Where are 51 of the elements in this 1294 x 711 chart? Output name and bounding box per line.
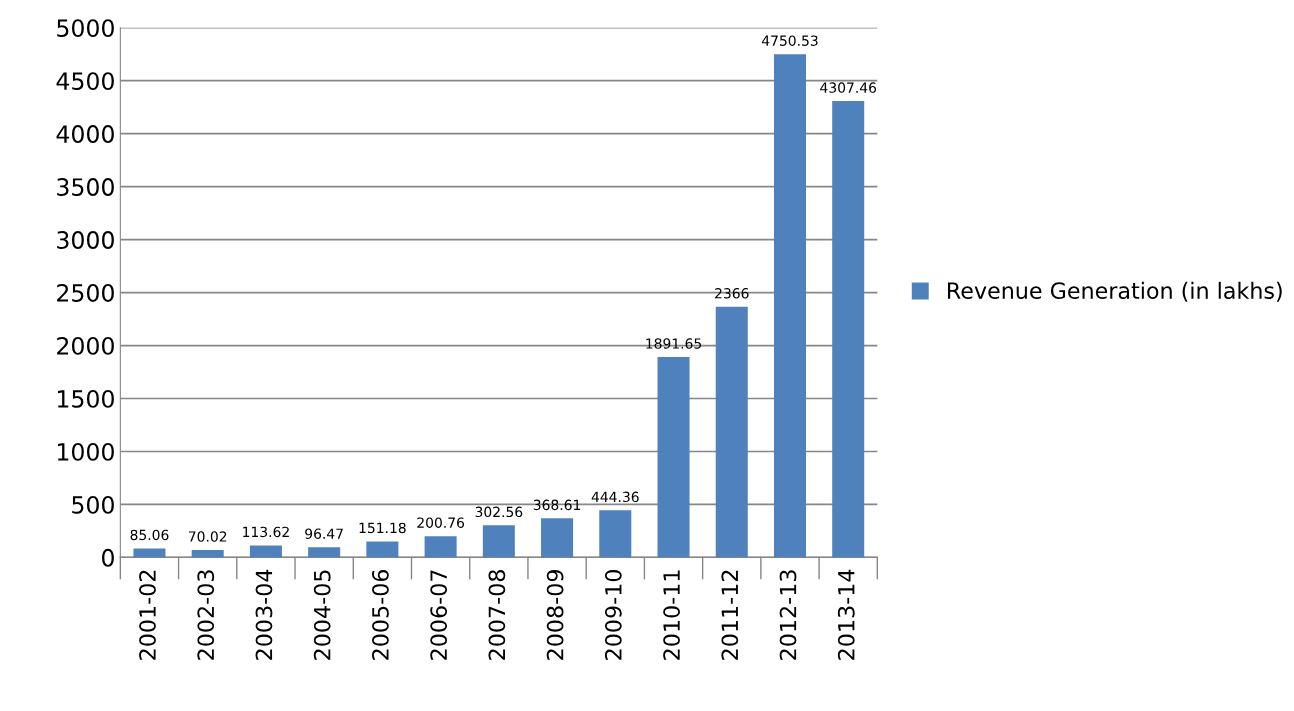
bar — [482, 525, 515, 558]
data-label: 70.02 — [188, 531, 227, 542]
bar — [541, 518, 574, 558]
bar — [133, 548, 166, 558]
y-tick-label: 4000 — [56, 125, 114, 143]
data-label: 151.18 — [359, 522, 406, 534]
bar — [191, 550, 224, 558]
y-tick-label: 3500 — [57, 178, 114, 196]
x-tick-label: 2007-08 — [488, 570, 506, 660]
data-label: 2366 — [715, 288, 749, 299]
data-label: 113.62 — [243, 526, 289, 538]
x-tick-label: 2002-03 — [197, 570, 215, 660]
x-tick-label: 2001-02 — [139, 570, 156, 660]
x-tick-label: 2010-11 — [663, 570, 680, 660]
bar — [832, 101, 865, 558]
data-label: 4307.46 — [820, 82, 877, 93]
y-tick-label: 2500 — [57, 284, 114, 302]
data-label: 1891.65 — [646, 338, 702, 349]
x-tick-label: 2013-14 — [837, 569, 855, 660]
bar — [366, 541, 399, 558]
data-label: 200.76 — [417, 517, 465, 528]
x-tick-label: 2004-05 — [313, 570, 331, 660]
y-tick-label: 4500 — [56, 72, 114, 90]
y-tick-label: 1500 — [57, 389, 114, 408]
data-label: 4750.53 — [761, 35, 818, 46]
bar — [773, 54, 806, 558]
y-tick-label: 3000 — [57, 231, 114, 249]
y-tick-label: 0 — [102, 548, 114, 567]
data-label: 444.36 — [591, 491, 639, 503]
x-tick-label: 2012-13 — [779, 570, 797, 660]
x-tick-label: 2006-07 — [430, 570, 448, 660]
data-label: 96.47 — [305, 528, 343, 539]
y-tick-label: 1000 — [57, 442, 114, 461]
legend-label: Revenue Generation (in lakhs) — [947, 281, 1282, 302]
data-label: 302.56 — [475, 506, 523, 518]
data-label: 368.61 — [533, 499, 581, 511]
x-tick-label: 2009-10 — [604, 570, 622, 660]
bar — [599, 510, 632, 558]
bar — [715, 306, 748, 558]
data-label: 85.06 — [130, 529, 169, 541]
bar — [249, 545, 282, 558]
x-tick-label: 2008-09 — [546, 570, 564, 660]
x-tick-label: 2011-12 — [721, 570, 739, 660]
x-tick-label: 2003-04 — [255, 569, 273, 660]
bar — [424, 536, 457, 558]
y-tick-label: 2000 — [57, 336, 114, 355]
bar — [308, 547, 341, 558]
x-tick-label: 2005-06 — [372, 569, 389, 660]
bar — [657, 357, 690, 558]
y-tick-label: 500 — [72, 495, 114, 514]
y-tick-label: 5000 — [57, 19, 114, 38]
